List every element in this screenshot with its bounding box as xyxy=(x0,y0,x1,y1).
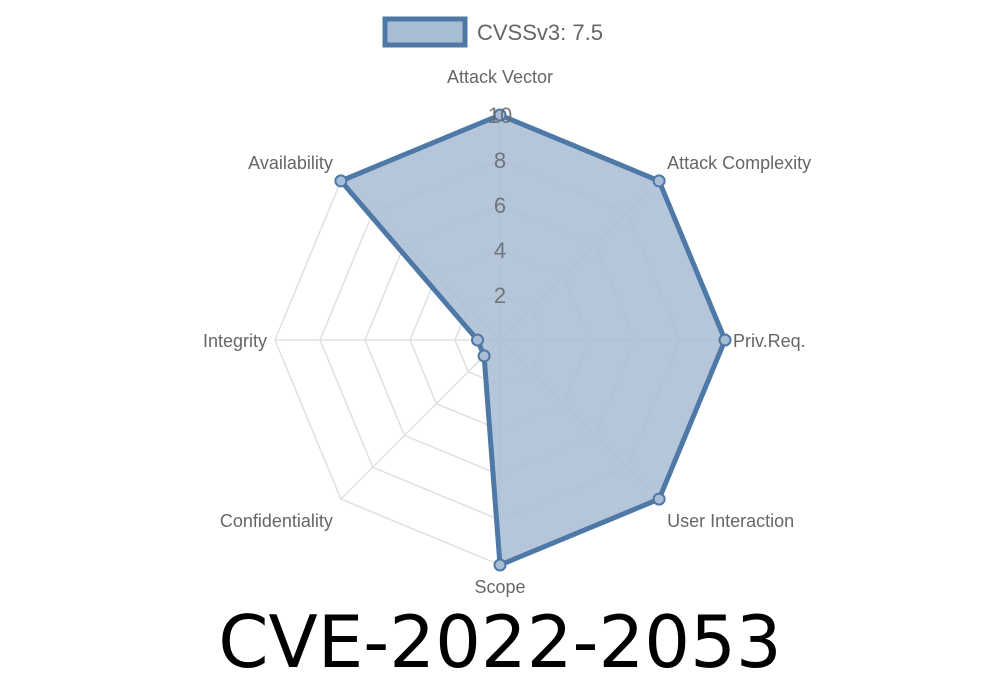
axis-label: Attack Vector xyxy=(447,67,553,87)
axis-label: Confidentiality xyxy=(220,511,333,531)
tick-label: 2 xyxy=(494,283,506,308)
axis-label: Attack Complexity xyxy=(667,153,811,173)
chart-title: CVE-2022-2053 xyxy=(218,600,782,684)
data-point xyxy=(652,174,666,188)
grid-spoke xyxy=(340,339,501,500)
data-point xyxy=(493,558,507,572)
axis-label: Priv.Req. xyxy=(733,331,806,351)
tick-label: 6 xyxy=(494,193,506,218)
tick-label: 8 xyxy=(494,148,506,173)
axis-label: Availability xyxy=(248,153,333,173)
data-point xyxy=(718,333,732,347)
axis-label: Integrity xyxy=(203,331,267,351)
tick-label: 10 xyxy=(488,103,512,128)
data-point xyxy=(334,174,348,188)
data-point xyxy=(652,492,666,506)
legend-swatch xyxy=(382,16,468,48)
axis-label: User Interaction xyxy=(667,511,794,531)
data-point xyxy=(477,349,491,363)
tick-label: 4 xyxy=(494,238,506,263)
data-point xyxy=(493,108,507,122)
data-point xyxy=(471,333,484,347)
axis-label: Scope xyxy=(474,577,525,597)
legend-label: CVSSv3: 7.5 xyxy=(477,20,603,45)
